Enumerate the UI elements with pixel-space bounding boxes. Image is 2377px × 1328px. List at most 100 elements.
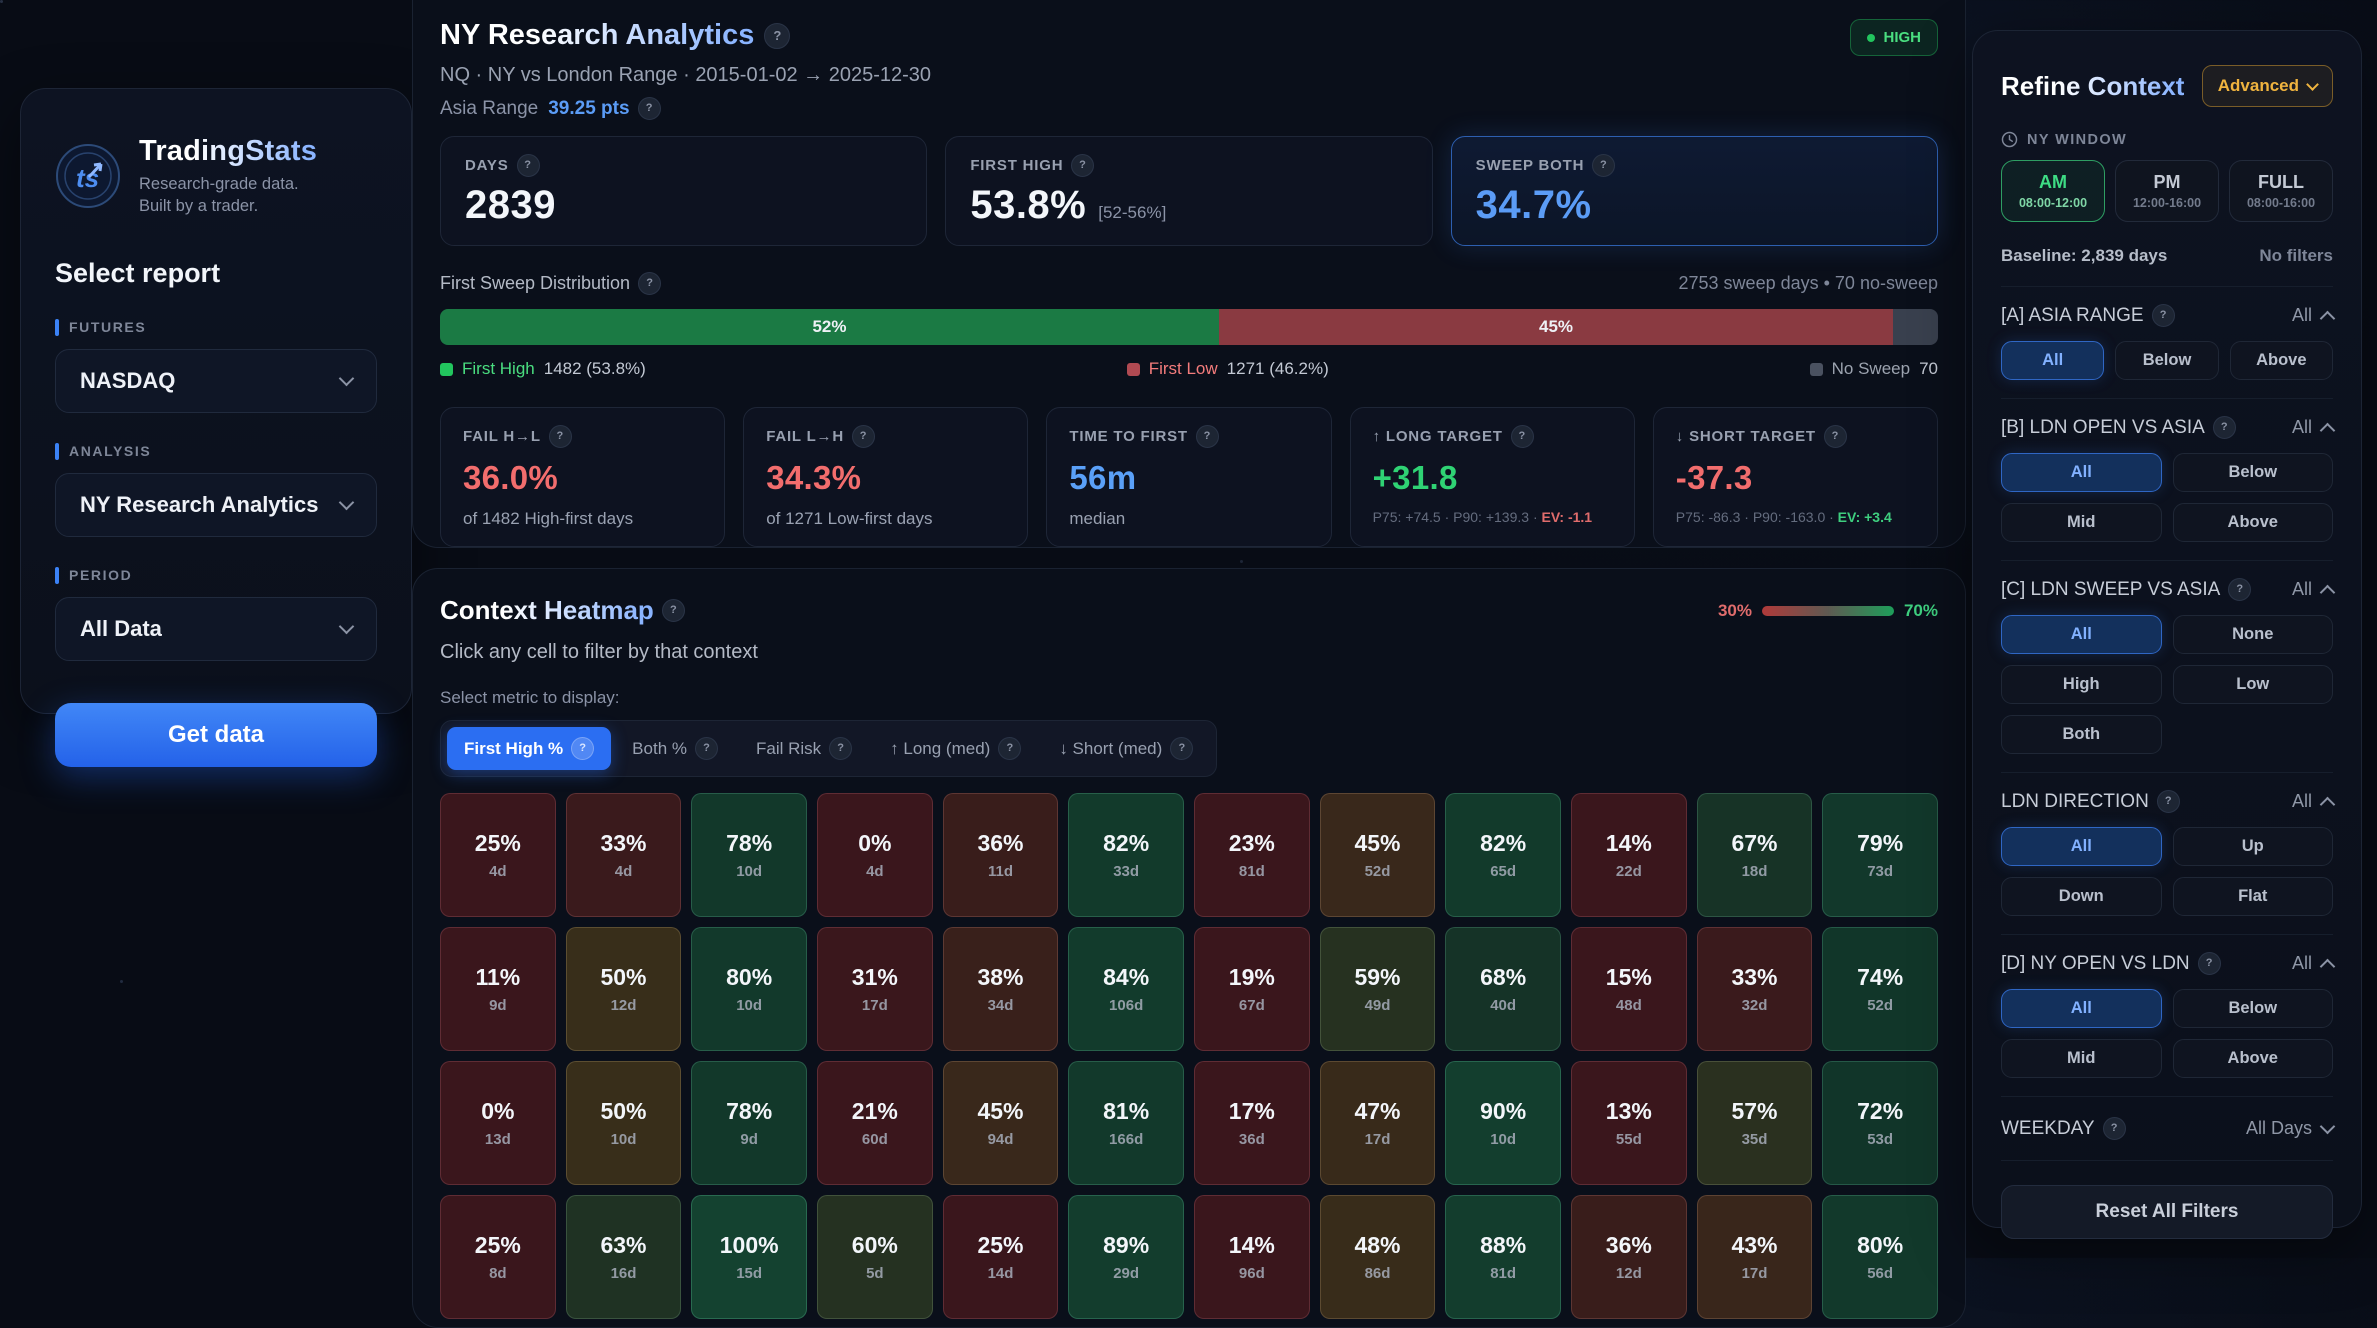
analysis-select[interactable]: NY Research Analytics [55, 472, 377, 537]
heatmap-cell-r3-c8[interactable]: 47% 17d [1319, 1061, 1436, 1185]
help-icon[interactable]: ? [2228, 578, 2252, 601]
heatmap-cell-r2-c12[interactable]: 74% 52d [1822, 927, 1938, 1051]
heatmap-cell-r2-c8[interactable]: 59% 49d [1319, 927, 1436, 1051]
heatmap-cell-r1-c5[interactable]: 36% 11d [942, 793, 1059, 917]
heatmap-cell-r2-c9[interactable]: 68% 40d [1445, 927, 1561, 1051]
heatmap-cell-r3-c3[interactable]: 78% 9d [691, 1061, 807, 1185]
heatmap-cell-r2-c1[interactable]: 11% 9d [440, 927, 556, 1051]
heatmap-cell-r1-c10[interactable]: 14% 22d [1570, 793, 1687, 917]
help-icon[interactable]: ? [1510, 425, 1534, 448]
filter-collapse-toggle[interactable]: All [2292, 417, 2336, 438]
ny-window-pm[interactable]: PM 12:00-16:00 [2115, 160, 2219, 222]
heatmap-cell-r3-c6[interactable]: 81% 166d [1068, 1061, 1184, 1185]
filter-collapse-toggle[interactable]: All [2292, 953, 2336, 974]
filter-collapse-toggle[interactable]: All [2292, 305, 2336, 326]
help-icon[interactable]: ? [548, 425, 572, 448]
advanced-toggle-button[interactable]: Advanced [2201, 65, 2333, 107]
heatmap-cell-r4-c9[interactable]: 88% 81d [1445, 1195, 1561, 1319]
help-icon[interactable]: ? [1170, 737, 1194, 760]
heatmap-cell-r2-c10[interactable]: 15% 48d [1570, 927, 1687, 1051]
heatmap-cell-r1-c7[interactable]: 23% 81d [1193, 793, 1310, 917]
heatmap-cell-r1-c6[interactable]: 82% 33d [1068, 793, 1184, 917]
heatmap-cell-r3-c2[interactable]: 50% 10d [565, 1061, 682, 1185]
filter-collapse-toggle[interactable]: All [2292, 791, 2336, 812]
help-icon[interactable]: ? [2197, 952, 2221, 975]
help-icon[interactable]: ? [2102, 1117, 2126, 1140]
heatmap-cell-r3-c1[interactable]: 0% 13d [440, 1061, 556, 1185]
heatmap-cell-r1-c12[interactable]: 79% 73d [1822, 793, 1938, 917]
help-icon[interactable]: ? [2151, 304, 2175, 327]
filter-option-d-ny-open-vs-ldn-mid[interactable]: Mid [2001, 1039, 2162, 1078]
metric-tab-both[interactable]: Both %? [615, 727, 735, 770]
heatmap-cell-r4-c10[interactable]: 36% 12d [1570, 1195, 1687, 1319]
heatmap-cell-r3-c11[interactable]: 57% 35d [1696, 1061, 1813, 1185]
metric-tab-long-med[interactable]: ↑ Long (med)? [873, 727, 1038, 770]
heatmap-cell-r4-c7[interactable]: 14% 96d [1193, 1195, 1310, 1319]
heatmap-cell-r3-c10[interactable]: 13% 55d [1570, 1061, 1687, 1185]
filter-option-c-ldn-sweep-vs-asia-all[interactable]: All [2001, 615, 2162, 654]
help-icon[interactable]: ? [2156, 790, 2180, 813]
filter-option-c-ldn-sweep-vs-asia-both[interactable]: Both [2001, 715, 2162, 754]
heatmap-cell-r1-c3[interactable]: 78% 10d [691, 793, 807, 917]
filter-option-ldn-direction-flat[interactable]: Flat [2172, 877, 2333, 916]
filter-option-ldn-direction-down[interactable]: Down [2001, 877, 2162, 916]
heatmap-cell-r1-c2[interactable]: 33% 4d [565, 793, 682, 917]
ny-window-am[interactable]: AM 08:00-12:00 [2001, 160, 2105, 222]
heatmap-cell-r3-c9[interactable]: 90% 10d [1445, 1061, 1561, 1185]
filter-option-b-ldn-open-vs-asia-mid[interactable]: Mid [2001, 503, 2162, 542]
help-icon[interactable]: ? [571, 737, 595, 760]
help-icon[interactable]: ? [851, 425, 875, 448]
heatmap-cell-r2-c5[interactable]: 38% 34d [942, 927, 1059, 1051]
heatmap-cell-r2-c2[interactable]: 50% 12d [565, 927, 682, 1051]
get-data-button[interactable]: Get data [55, 702, 377, 767]
help-icon[interactable]: ? [516, 154, 540, 177]
weekday-dropdown[interactable]: All Days [2246, 1118, 2336, 1139]
metric-tab-short-med[interactable]: ↓ Short (med)? [1042, 727, 1210, 770]
filter-option-d-ny-open-vs-ldn-all[interactable]: All [2001, 989, 2162, 1028]
heatmap-cell-r2-c4[interactable]: 31% 17d [816, 927, 933, 1051]
help-icon[interactable]: ? [694, 737, 718, 760]
heatmap-cell-r4-c4[interactable]: 60% 5d [816, 1195, 933, 1319]
heatmap-cell-r1-c9[interactable]: 82% 65d [1445, 793, 1561, 917]
heatmap-cell-r1-c8[interactable]: 45% 52d [1319, 793, 1436, 917]
futures-select[interactable]: NASDAQ [55, 348, 377, 413]
filter-collapse-toggle[interactable]: All [2292, 579, 2336, 600]
heatmap-cell-r4-c6[interactable]: 89% 29d [1068, 1195, 1184, 1319]
heatmap-cell-r1-c1[interactable]: 25% 4d [440, 793, 556, 917]
filter-option-ldn-direction-all[interactable]: All [2001, 827, 2162, 866]
heatmap-cell-r4-c12[interactable]: 80% 56d [1822, 1195, 1938, 1319]
help-icon[interactable]: ? [1823, 425, 1847, 448]
heatmap-cell-r3-c7[interactable]: 17% 36d [1193, 1061, 1310, 1185]
metric-tab-first-high[interactable]: First High %? [447, 727, 612, 770]
heatmap-cell-r2-c11[interactable]: 33% 32d [1696, 927, 1813, 1051]
help-icon[interactable]: ? [829, 737, 853, 760]
heatmap-cell-r4-c11[interactable]: 43% 17d [1696, 1195, 1813, 1319]
filter-option-a-asia-range-below[interactable]: Below [2115, 341, 2219, 380]
period-select[interactable]: All Data [55, 596, 377, 661]
heatmap-cell-r4-c1[interactable]: 25% 8d [440, 1195, 556, 1319]
filter-option-d-ny-open-vs-ldn-above[interactable]: Above [2172, 1039, 2333, 1078]
heatmap-cell-r2-c7[interactable]: 19% 67d [1193, 927, 1310, 1051]
heatmap-cell-r3-c12[interactable]: 72% 53d [1822, 1061, 1938, 1185]
filter-option-c-ldn-sweep-vs-asia-low[interactable]: Low [2172, 665, 2333, 704]
help-icon[interactable]: ? [1592, 154, 1616, 177]
filter-option-d-ny-open-vs-ldn-below[interactable]: Below [2172, 989, 2333, 1028]
heatmap-cell-r1-c11[interactable]: 67% 18d [1696, 793, 1813, 917]
heatmap-cell-r3-c5[interactable]: 45% 94d [942, 1061, 1059, 1185]
filter-option-b-ldn-open-vs-asia-above[interactable]: Above [2172, 503, 2333, 542]
help-icon[interactable]: ? [764, 22, 791, 49]
metric-tab-fail-risk[interactable]: Fail Risk? [739, 727, 869, 770]
heatmap-cell-r4-c8[interactable]: 48% 86d [1319, 1195, 1436, 1319]
help-icon[interactable]: ? [637, 97, 661, 120]
help-icon[interactable]: ? [638, 272, 662, 295]
filter-option-c-ldn-sweep-vs-asia-none[interactable]: None [2172, 615, 2333, 654]
heatmap-cell-r4-c3[interactable]: 100% 15d [691, 1195, 807, 1319]
filter-option-b-ldn-open-vs-asia-all[interactable]: All [2001, 453, 2162, 492]
filter-option-a-asia-range-above[interactable]: Above [2229, 341, 2333, 380]
help-icon[interactable]: ? [1195, 425, 1219, 448]
heatmap-cell-r3-c4[interactable]: 21% 60d [816, 1061, 933, 1185]
heatmap-cell-r4-c5[interactable]: 25% 14d [942, 1195, 1059, 1319]
heatmap-cell-r4-c2[interactable]: 63% 16d [565, 1195, 682, 1319]
help-icon[interactable]: ? [661, 599, 685, 622]
help-icon[interactable]: ? [1071, 154, 1095, 177]
